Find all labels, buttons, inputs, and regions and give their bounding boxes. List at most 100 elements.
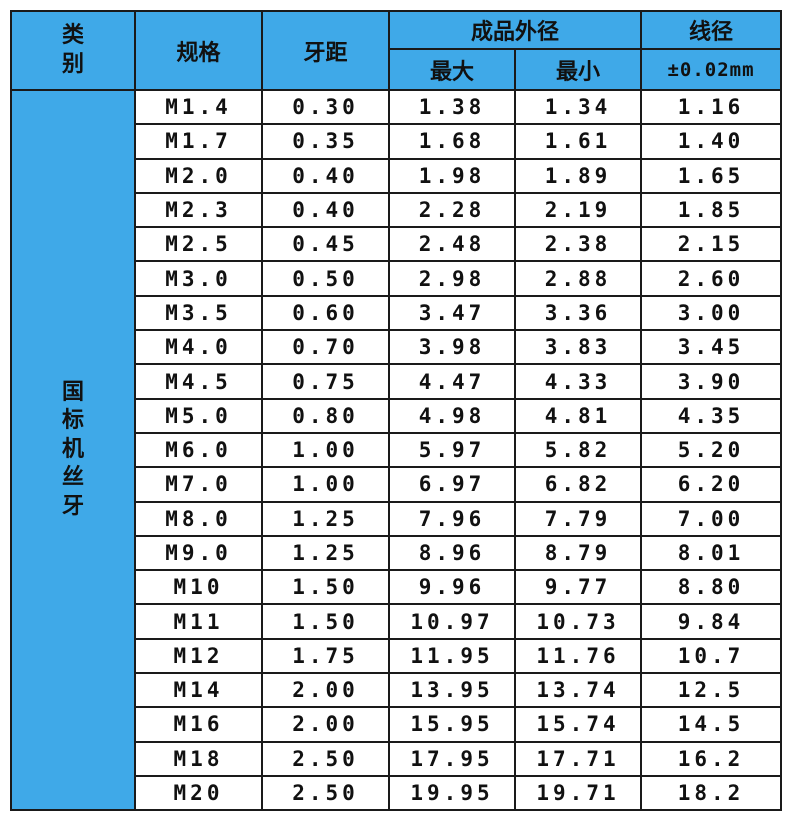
table-cell: M2.0 [134, 157, 263, 194]
table-cell: M5.0 [134, 397, 263, 434]
table-cell: M8.0 [134, 500, 263, 537]
table-cell: M2.3 [134, 191, 263, 229]
table-cell: 17.71 [513, 740, 643, 777]
table-cell: M14 [134, 672, 263, 709]
table-cell: 1.25 [261, 500, 390, 537]
header-category: 类别 [10, 10, 136, 91]
table-cell: 7.00 [640, 500, 783, 537]
table-cell: 2.38 [513, 226, 643, 263]
table-cell: 10.97 [388, 603, 516, 640]
table-row: M2.0 0.40 1.98 1.89 1.65 [11, 157, 783, 194]
table-cell: 14.5 [640, 706, 783, 743]
header-spec: 规格 [134, 10, 263, 91]
table-cell: 1.75 [261, 637, 390, 675]
table-row: M2.3 0.40 2.28 2.19 1.85 [11, 191, 783, 229]
table-cell: 1.89 [513, 157, 643, 194]
table-cell: 0.40 [261, 191, 390, 229]
table-row: M20 2.50 19.95 19.71 18.2 [11, 774, 783, 812]
table-cell: M6.0 [134, 431, 263, 469]
table-cell: 5.82 [513, 431, 643, 469]
table-cell: 8.80 [640, 569, 783, 606]
table-cell: M4.0 [134, 329, 263, 366]
table-row: M3.0 0.50 2.98 2.88 2.60 [11, 260, 783, 297]
table-cell: M3.5 [134, 294, 263, 332]
table-cell: 1.68 [388, 123, 516, 160]
table-row: M12 1.75 11.95 11.76 10.7 [11, 637, 783, 675]
table-cell: 16.2 [640, 740, 783, 777]
table-cell: 1.65 [640, 157, 783, 194]
table-cell: 2.88 [513, 260, 643, 297]
table-cell: 0.80 [261, 397, 390, 434]
table-row: M5.0 0.80 4.98 4.81 4.35 [11, 397, 783, 434]
table-cell: 11.95 [388, 637, 516, 675]
table-row: M1.7 0.35 1.68 1.61 1.40 [11, 123, 783, 160]
table-cell: 3.90 [640, 363, 783, 400]
table-cell: 7.79 [513, 500, 643, 537]
table-cell: 3.47 [388, 294, 516, 332]
table-row: M4.5 0.75 4.47 4.33 3.90 [11, 363, 783, 400]
table-cell: 8.01 [640, 534, 783, 572]
table-cell: 1.61 [513, 123, 643, 160]
table-cell: 0.45 [261, 226, 390, 263]
table-cell: 1.00 [261, 431, 390, 469]
table-cell: 2.00 [261, 672, 390, 709]
header-pitch: 牙距 [261, 10, 390, 91]
table-cell: M1.7 [134, 123, 263, 160]
table-cell: 10.73 [513, 603, 643, 640]
table-cell: 2.00 [261, 706, 390, 743]
group-cell: 国标机丝牙 [10, 88, 136, 812]
spec-table: 类别 规格 牙距 成品外径 线径 最大 最小 ±0.02mm 国标机丝牙 M1.4… [10, 10, 783, 812]
table-row: M11 1.50 10.97 10.73 9.84 [11, 603, 783, 640]
table-cell: 2.19 [513, 191, 643, 229]
table-cell: M3.0 [134, 260, 263, 297]
table-cell: 9.96 [388, 569, 516, 606]
table-cell: 2.50 [261, 740, 390, 777]
table-cell: 19.71 [513, 774, 643, 812]
table-cell: 6.82 [513, 466, 643, 503]
table-cell: 6.97 [388, 466, 516, 503]
table-row: M6.0 1.00 5.97 5.82 5.20 [11, 431, 783, 469]
table-cell: 18.2 [640, 774, 783, 812]
table-cell: M4.5 [134, 363, 263, 400]
table-cell: 0.75 [261, 363, 390, 400]
table-cell: 1.40 [640, 123, 783, 160]
table-row: M9.0 1.25 8.96 8.79 8.01 [11, 534, 783, 572]
table-cell: 3.36 [513, 294, 643, 332]
table-cell: 8.96 [388, 534, 516, 572]
table-cell: M16 [134, 706, 263, 743]
table-cell: 0.50 [261, 260, 390, 297]
table-body: 国标机丝牙 M1.4 0.30 1.38 1.34 1.16 M1.7 0.35 1.68 1.6… [10, 88, 783, 812]
table-cell: 2.48 [388, 226, 516, 263]
table-cell: 6.20 [640, 466, 783, 503]
table-row: 国标机丝牙 M1.4 0.30 1.38 1.34 1.16 [10, 88, 783, 812]
table-cell: 1.50 [261, 603, 390, 640]
table-cell: 5.20 [640, 431, 783, 469]
table-cell: 2.60 [640, 260, 783, 297]
table-cell: 1.50 [261, 569, 390, 606]
table-cell: 3.98 [388, 329, 516, 366]
header-outer: 成品外径 [387, 10, 643, 50]
table-cell: 0.30 [261, 88, 390, 126]
header-max: 最大 [388, 48, 516, 91]
table-cell: 7.96 [388, 500, 516, 537]
table-cell: 1.98 [388, 157, 516, 194]
table-cell: M7.0 [134, 466, 263, 503]
table-cell: 4.81 [513, 397, 643, 434]
table-cell: M12 [134, 637, 263, 675]
table-cell: 2.98 [388, 260, 516, 297]
table-row: M8.0 1.25 7.96 7.79 7.00 [11, 500, 783, 537]
table-cell: 5.97 [388, 431, 516, 469]
table-cell: 4.33 [513, 363, 643, 400]
table-cell: M18 [134, 740, 263, 777]
table-cell: 9.84 [640, 603, 783, 640]
table-row: M4.0 0.70 3.98 3.83 3.45 [11, 329, 783, 366]
table-cell: 1.16 [640, 88, 783, 126]
header-wire: 线径 [640, 10, 783, 50]
table-cell: 13.95 [388, 672, 516, 709]
table-cell: 15.74 [513, 706, 643, 743]
table-cell: 0.60 [261, 294, 390, 332]
table-row: M2.5 0.45 2.48 2.38 2.15 [11, 226, 783, 263]
table-cell: M1.4 [134, 88, 263, 126]
table-cell: 12.5 [640, 672, 783, 709]
